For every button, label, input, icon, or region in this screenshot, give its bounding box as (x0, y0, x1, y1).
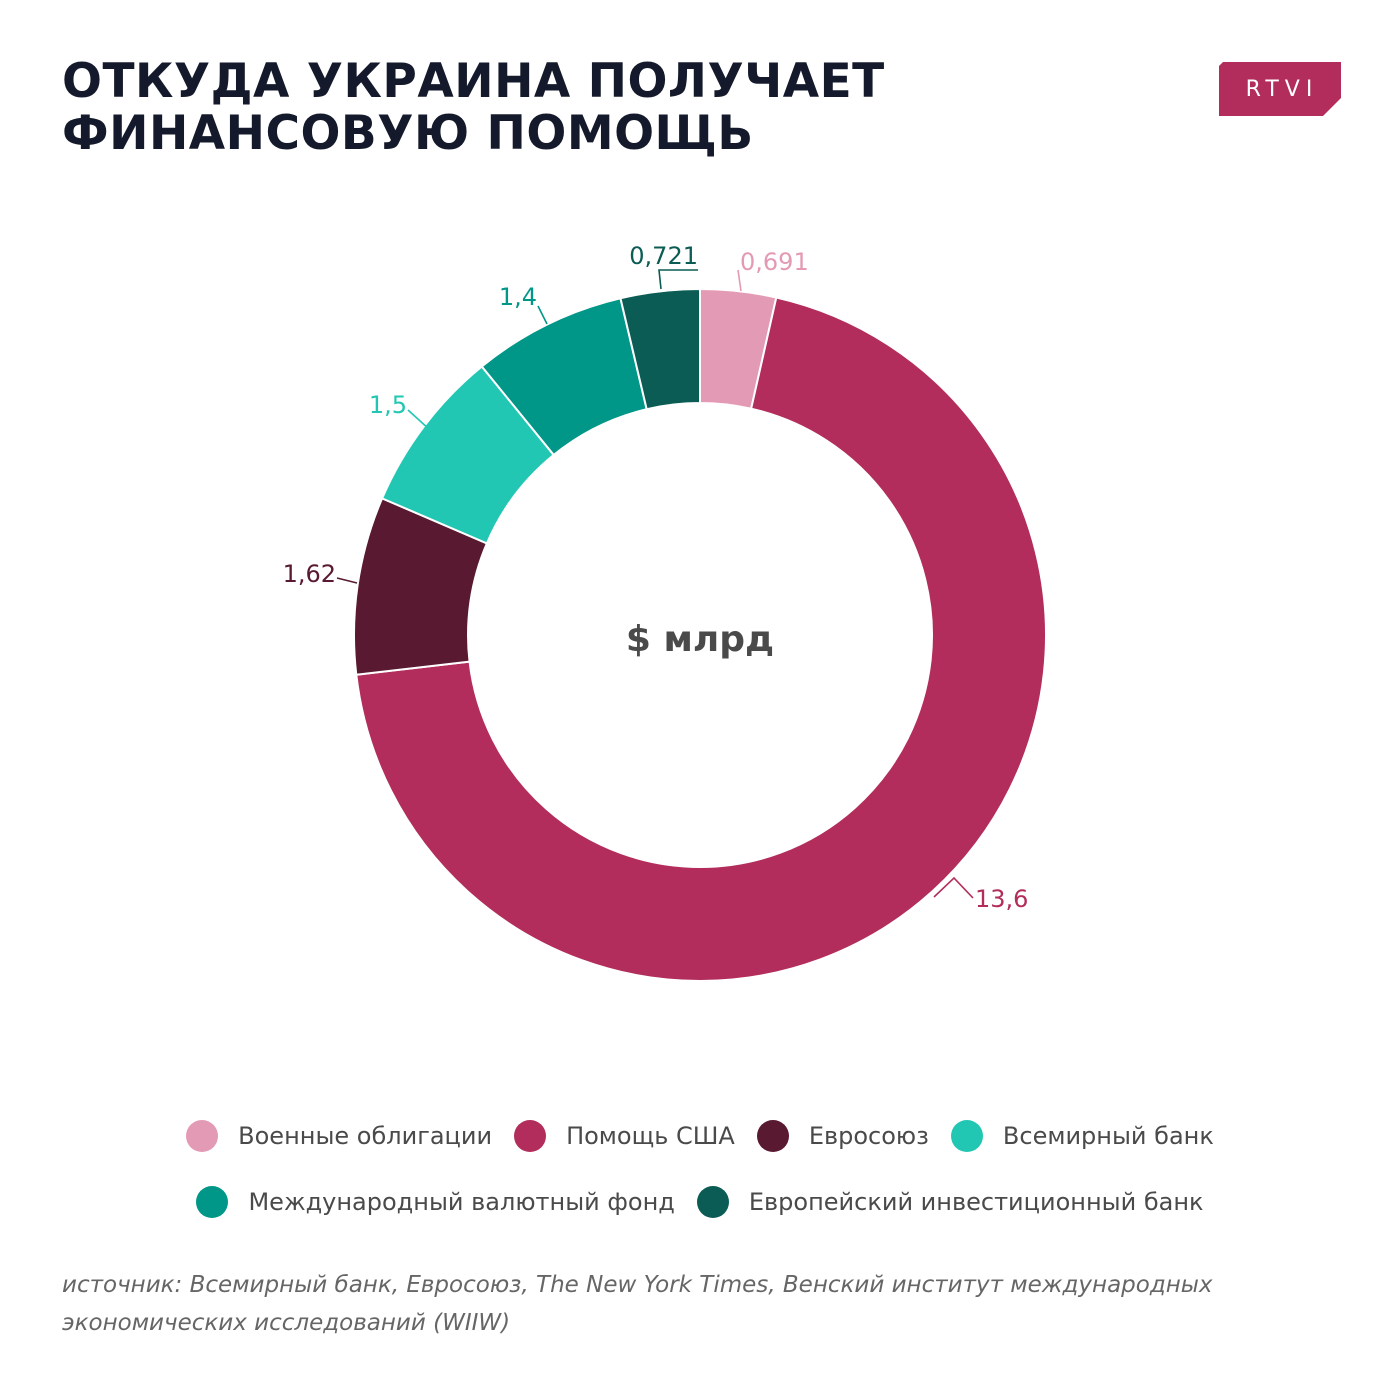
legend-label: Европейский инвестиционный банк (748, 1188, 1204, 1216)
legend-swatch (186, 1120, 219, 1152)
legend-label: Помощь США (566, 1122, 735, 1150)
rtvi-logo (1219, 62, 1341, 116)
legend-swatch (196, 1186, 229, 1218)
data-label-6: 0,721 (629, 242, 698, 270)
leader-line-1 (737, 269, 742, 292)
data-label-4: 1,5 (369, 391, 407, 419)
legend-label: Международный валютный фонд (248, 1188, 675, 1216)
donut-chart: 0,691 13,6 1,62 1,5 1,4 0,721 $ млрд (283, 242, 1047, 982)
legend-row-2: Международный валютный фонд Европейский и… (0, 1176, 1400, 1228)
rtvi-logo-shape (1219, 62, 1341, 116)
data-label-2: 13,6 (975, 885, 1028, 913)
chart-title-line-2: ФИНАНСОВУЮ ПОМОЩЬ (62, 106, 754, 161)
chart-title-line-1: ОТКУДА УКРАИНА ПОЛУЧАЕТ (62, 54, 885, 109)
legend-item: Международный валютный фонд (196, 1186, 675, 1218)
legend-item: Военные облигации (186, 1120, 492, 1152)
donut-slice-6 (619, 287, 701, 411)
rtvi-logo-text: RTVI (1245, 76, 1319, 102)
source-note: источник: Всемирный банк, Евросоюз, The … (62, 1266, 1342, 1342)
leader-line-2 (933, 876, 974, 899)
chart-title: ОТКУДА УКРАИНА ПОЛУЧАЕТ ФИНАНСОВУЮ ПОМОЩ… (62, 56, 1062, 160)
source-line-1: источник: Всемирный банк, Евросоюз, The … (62, 1272, 1213, 1298)
data-label-5: 1,4 (499, 283, 537, 311)
data-label-3: 1,62 (283, 560, 336, 588)
chart-legend: Военные облигации Помощь США Евросоюз Всеми… (0, 1110, 1400, 1242)
leader-line-4 (407, 409, 431, 431)
legend-swatch (514, 1120, 547, 1152)
legend-row-1: Военные облигации Помощь США Евросоюз Всеми… (0, 1110, 1400, 1162)
legend-item: Помощь США (514, 1120, 735, 1152)
donut-slice-2 (355, 296, 1047, 982)
source-line-2: экономических исследований (WIIW) (62, 1310, 511, 1336)
legend-swatch (696, 1186, 729, 1218)
leader-line-5 (537, 305, 548, 325)
legend-item: Евросоюз (756, 1120, 929, 1152)
legend-swatch (950, 1120, 983, 1152)
leader-line-3 (336, 577, 358, 584)
leader-line-6 (658, 269, 698, 290)
center-label: $ млрд (626, 619, 774, 660)
legend-item: Всемирный банк (950, 1120, 1214, 1152)
data-label-1: 0,691 (740, 248, 809, 276)
legend-item: Европейский инвестиционный банк (696, 1186, 1204, 1218)
legend-label: Военные облигации (238, 1122, 493, 1150)
legend-swatch (756, 1120, 789, 1152)
legend-label: Всемирный банк (1002, 1122, 1214, 1150)
legend-label: Евросоюз (808, 1122, 929, 1150)
